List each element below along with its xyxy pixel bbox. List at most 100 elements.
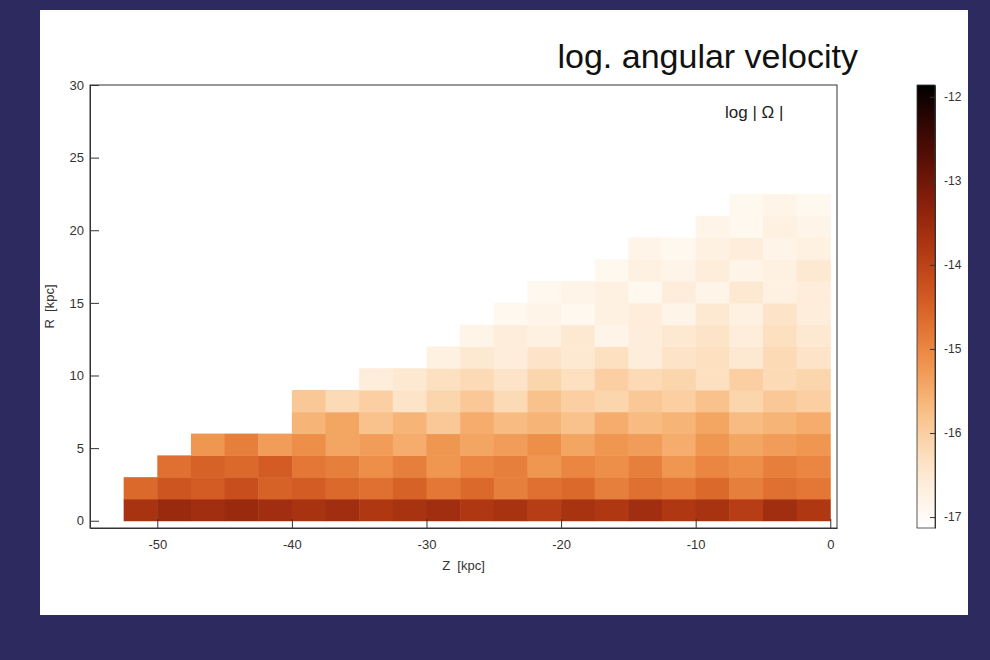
y-tick: 25 — [70, 150, 99, 165]
colorbar-tick: -13 — [930, 174, 962, 188]
cell — [696, 477, 730, 499]
cell — [797, 303, 831, 325]
cell — [729, 477, 763, 499]
cell — [628, 259, 662, 281]
colorbar-tick-mark — [930, 265, 935, 266]
cell — [595, 499, 629, 521]
panel-background — [40, 10, 968, 615]
cell — [628, 412, 662, 434]
cell — [527, 455, 561, 477]
cell — [494, 477, 528, 499]
cell — [797, 455, 831, 477]
x-tick-mark — [696, 519, 697, 528]
cell — [561, 434, 595, 456]
cell — [561, 477, 595, 499]
cell — [628, 368, 662, 390]
cell — [460, 499, 494, 521]
cell — [460, 412, 494, 434]
cell — [595, 303, 629, 325]
cell — [527, 346, 561, 368]
cell — [763, 346, 797, 368]
x-axis: -50-40-30-20-100 — [91, 519, 838, 552]
colorbar-tick-label: -16 — [944, 426, 962, 440]
cell — [763, 499, 797, 521]
cell — [191, 499, 225, 521]
cell — [561, 346, 595, 368]
cell — [326, 390, 360, 412]
colorbar-tick-label: -14 — [944, 258, 962, 272]
x-tick-mark — [830, 519, 831, 528]
cell — [527, 434, 561, 456]
y-tick: 5 — [77, 441, 99, 456]
y-tick-label: 15 — [70, 296, 84, 311]
y-axis-title: R [kpc] — [42, 284, 57, 328]
cell — [494, 412, 528, 434]
cell — [662, 303, 696, 325]
x-tick: 0 — [827, 519, 834, 552]
cell — [763, 238, 797, 260]
cell — [426, 346, 460, 368]
y-tick-label: 30 — [70, 78, 84, 93]
cell — [797, 259, 831, 281]
cell — [426, 390, 460, 412]
colorbar-tick-mark — [930, 349, 935, 350]
cell — [729, 259, 763, 281]
cell — [494, 346, 528, 368]
x-tick: -50 — [148, 519, 167, 552]
cell — [359, 434, 393, 456]
cell — [628, 499, 662, 521]
cell — [460, 434, 494, 456]
cell — [258, 455, 292, 477]
x-tick-mark — [561, 519, 562, 528]
colorbar-tick: -14 — [930, 258, 962, 272]
cell — [393, 368, 427, 390]
x-tick-mark — [426, 519, 427, 528]
cell — [393, 390, 427, 412]
cell — [729, 194, 763, 216]
cell — [729, 303, 763, 325]
cell — [292, 390, 326, 412]
cell — [696, 412, 730, 434]
cell — [763, 281, 797, 303]
cell — [696, 434, 730, 456]
cell — [797, 216, 831, 238]
cell — [258, 477, 292, 499]
cell — [527, 325, 561, 347]
cell — [225, 499, 259, 521]
y-tick-mark — [90, 521, 99, 522]
y-tick-label: 20 — [70, 223, 84, 238]
x-tick: -30 — [418, 519, 437, 552]
cell — [729, 346, 763, 368]
cell — [460, 455, 494, 477]
cell — [662, 238, 696, 260]
cell — [696, 281, 730, 303]
cell — [426, 434, 460, 456]
cell — [292, 412, 326, 434]
cell — [595, 412, 629, 434]
cell — [797, 238, 831, 260]
colorbar-tick-mark — [930, 517, 935, 518]
cell — [763, 325, 797, 347]
y-tick-mark — [90, 303, 99, 304]
cell — [595, 325, 629, 347]
cell — [797, 434, 831, 456]
colorbar-axis-line — [935, 86, 936, 529]
cell — [326, 434, 360, 456]
cell — [662, 259, 696, 281]
colorbar — [917, 85, 935, 528]
cell — [258, 434, 292, 456]
cell — [763, 412, 797, 434]
x-tick-label: -20 — [552, 537, 571, 552]
cell — [729, 281, 763, 303]
cell — [124, 477, 158, 499]
cell — [662, 325, 696, 347]
cell — [662, 434, 696, 456]
cell — [191, 455, 225, 477]
cell — [460, 390, 494, 412]
x-tick-label: -50 — [148, 537, 167, 552]
y-axis: 051015202530 — [70, 78, 99, 529]
cell — [729, 499, 763, 521]
cell — [561, 455, 595, 477]
y-tick-label: 10 — [70, 368, 84, 383]
x-axis-line — [91, 528, 838, 529]
